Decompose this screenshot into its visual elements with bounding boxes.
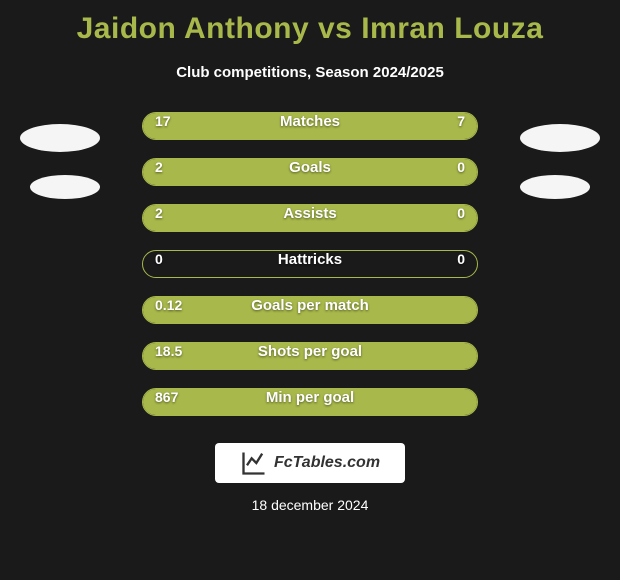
stat-value-right: 0 — [457, 251, 465, 267]
bar-left-fill — [143, 113, 380, 139]
stat-row: 2 Goals 0 — [10, 149, 610, 195]
stat-value-right: 7 — [457, 113, 465, 129]
stat-bar: 2 Goals 0 — [142, 158, 478, 186]
date-text: 18 december 2024 — [0, 497, 620, 513]
comparison-title: Jaidon Anthony vs Imran Louza — [0, 0, 620, 46]
stat-bar: 2 Assists 0 — [142, 204, 478, 232]
stat-label: Hattricks — [278, 251, 342, 268]
stat-row: 2 Assists 0 — [10, 195, 610, 241]
stats-container: 17 Matches 7 2 Goals 0 2 Assists 0 0 Hat… — [0, 103, 620, 425]
stat-value-left: 18.5 — [155, 343, 182, 359]
stat-label: Shots per goal — [258, 343, 362, 360]
comparison-subtitle: Club competitions, Season 2024/2025 — [0, 64, 620, 81]
stat-value-left: 0 — [155, 251, 163, 267]
stat-label: Goals — [289, 159, 331, 176]
stat-label: Min per goal — [266, 389, 354, 406]
stat-value-left: 0.12 — [155, 297, 182, 313]
stat-bar: 0.12 Goals per match — [142, 296, 478, 324]
branding-text: FcTables.com — [274, 454, 380, 472]
bar-right-fill — [427, 205, 477, 231]
stat-value-left: 2 — [155, 205, 163, 221]
stat-row: 17 Matches 7 — [10, 103, 610, 149]
bar-left-fill — [143, 159, 427, 185]
bar-right-fill — [427, 159, 477, 185]
stat-bar: 17 Matches 7 — [142, 112, 478, 140]
chart-icon — [240, 449, 268, 477]
stat-value-left: 867 — [155, 389, 178, 405]
branding-box[interactable]: FcTables.com — [215, 443, 405, 483]
stat-row: 0.12 Goals per match — [10, 287, 610, 333]
stat-value-left: 2 — [155, 159, 163, 175]
stat-bar: 18.5 Shots per goal — [142, 342, 478, 370]
stat-label: Goals per match — [251, 297, 369, 314]
stat-bar: 867 Min per goal — [142, 388, 478, 416]
stat-label: Assists — [283, 205, 336, 222]
stat-value-right: 0 — [457, 159, 465, 175]
stat-bar: 0 Hattricks 0 — [142, 250, 478, 278]
stat-row: 0 Hattricks 0 — [10, 241, 610, 287]
stat-row: 867 Min per goal — [10, 379, 610, 425]
stat-row: 18.5 Shots per goal — [10, 333, 610, 379]
stat-value-left: 17 — [155, 113, 171, 129]
stat-label: Matches — [280, 113, 340, 130]
stat-value-right: 0 — [457, 205, 465, 221]
